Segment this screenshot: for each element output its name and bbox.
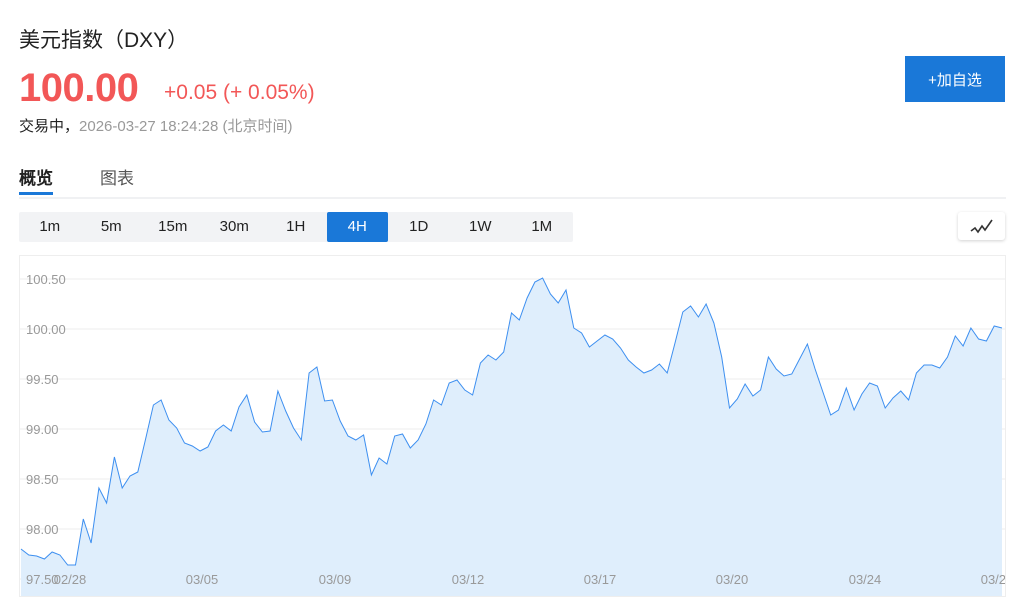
period-1m[interactable]: 1m <box>39 218 61 235</box>
status-text: 交易中， <box>19 118 80 135</box>
timestamp: 2026-03-27 18:24:28 (北京时间) <box>79 118 293 135</box>
x-tick-label: 03/05 <box>186 572 219 587</box>
current-price: 100.00 <box>19 66 139 110</box>
trading-status: 交易中，2026-03-27 18:24:28 (北京时间) <box>19 115 292 136</box>
x-tick-label: 03/27 <box>981 572 1006 587</box>
y-tick-label: 99.00 <box>26 422 59 437</box>
y-tick-label: 97.50 <box>26 572 59 587</box>
price-chart[interactable]: 97.50 98.00 98.50 99.00 99.50 100.00 100.50 02/… <box>19 255 1006 597</box>
period-4h[interactable]: 4H <box>326 212 388 242</box>
chart-type-button[interactable] <box>958 212 1005 240</box>
period-selector: 1m 5m 15m 30m 1H 4H 1D 1W 1M <box>19 212 573 242</box>
price-line <box>20 277 1003 566</box>
y-tick-label: 100.00 <box>26 322 66 337</box>
tab-chart[interactable]: 图表 <box>100 169 134 188</box>
page-title: 美元指数（DXY） <box>19 29 189 52</box>
period-15m[interactable]: 15m <box>158 218 188 235</box>
period-1mo[interactable]: 1M <box>531 218 553 235</box>
area-fill <box>21 278 1002 596</box>
x-tick-label: 03/12 <box>452 572 485 587</box>
line-chart-icon <box>970 219 993 234</box>
x-tick-label: 03/09 <box>319 572 352 587</box>
y-tick-label: 98.50 <box>26 472 59 487</box>
x-tick-label: 03/20 <box>716 572 749 587</box>
x-tick-label: 03/17 <box>584 572 617 587</box>
y-tick-label: 99.50 <box>26 372 59 387</box>
y-tick-label: 98.00 <box>26 522 59 537</box>
period-30m[interactable]: 30m <box>219 218 249 235</box>
period-1d[interactable]: 1D <box>409 218 429 235</box>
chart-svg: 97.50 98.00 98.50 99.00 99.50 100.00 100.50 02/… <box>20 272 1006 596</box>
x-tick-label: 03/24 <box>849 572 882 587</box>
add-to-watchlist-button[interactable]: +加自选 <box>905 56 1005 102</box>
x-tick-label: 02/28 <box>54 572 87 587</box>
period-1w[interactable]: 1W <box>469 218 492 235</box>
period-5m[interactable]: 5m <box>100 218 122 235</box>
y-tick-label: 100.50 <box>26 272 66 287</box>
tab-overview[interactable]: 概览 <box>19 164 53 195</box>
period-1h[interactable]: 1H <box>286 218 306 235</box>
price-change: +0.05 (+ 0.05%) <box>164 81 315 104</box>
tab-bar: 概览 图表 <box>19 164 1006 199</box>
